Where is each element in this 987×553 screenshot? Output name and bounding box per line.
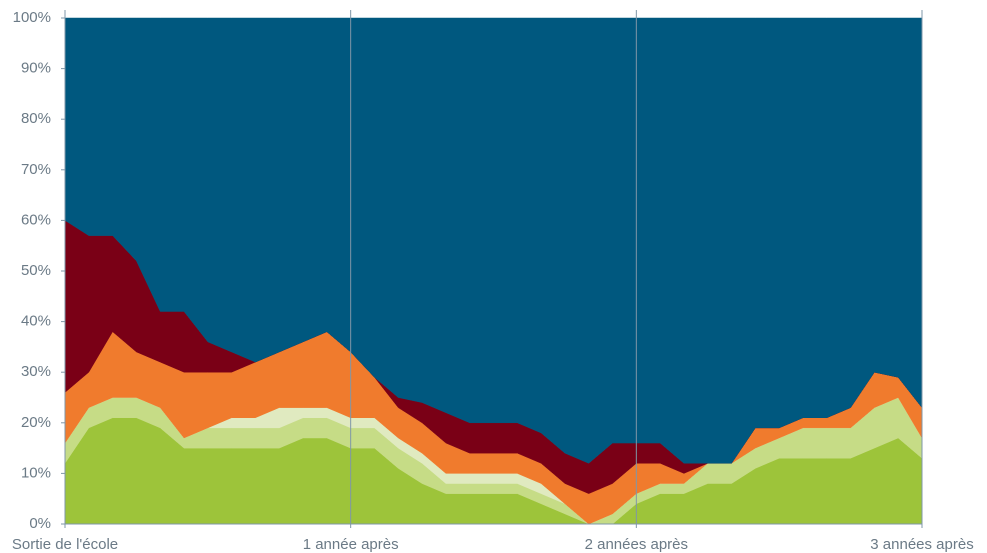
y-tick-label: 10% (21, 464, 51, 481)
y-tick-label: 60% (21, 211, 51, 228)
x-tick-label: 2 années après (585, 536, 688, 553)
y-tick-label: 40% (21, 313, 51, 330)
y-tick-label: 0% (29, 515, 51, 532)
y-tick-label: 90% (21, 60, 51, 77)
x-tick-label: 3 années après (870, 536, 973, 553)
y-tick-label: 30% (21, 363, 51, 380)
y-tick-label: 50% (21, 262, 51, 279)
y-tick-label: 20% (21, 414, 51, 431)
y-tick-label: 80% (21, 110, 51, 127)
x-tick-label: Sortie de l'école (12, 536, 118, 553)
y-tick-label: 100% (13, 9, 51, 26)
x-tick-label: 1 année après (303, 536, 399, 553)
y-tick-label: 70% (21, 161, 51, 178)
